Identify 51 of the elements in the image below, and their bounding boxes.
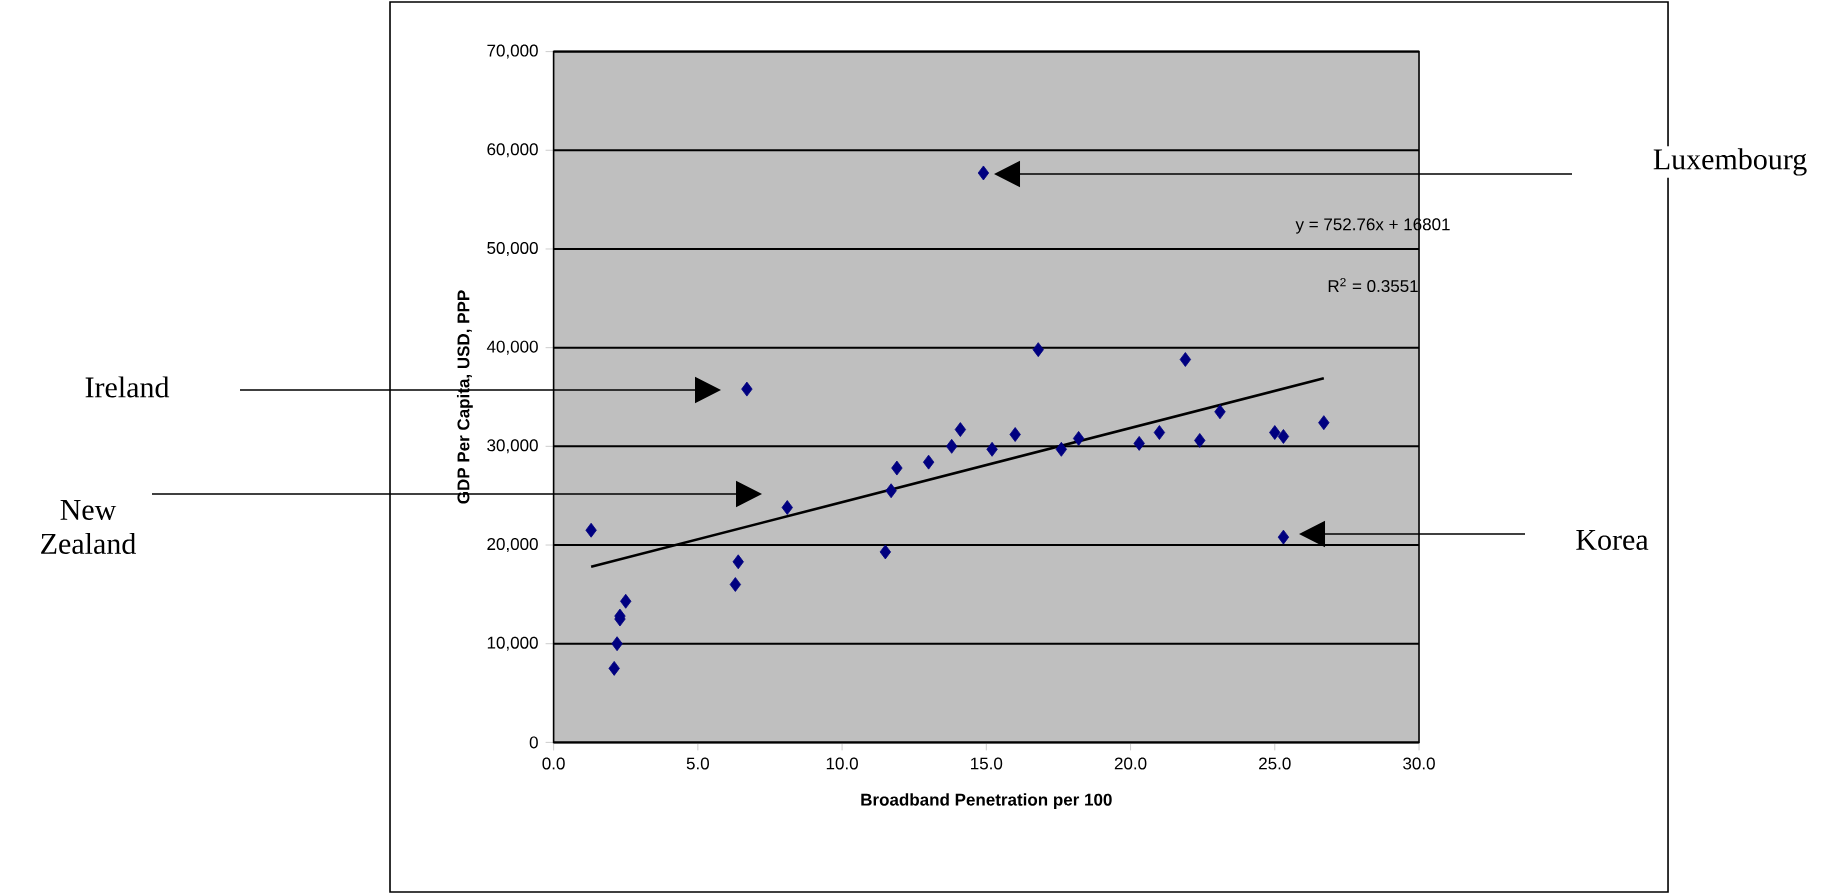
point <box>620 593 632 609</box>
x-tick-label: 10.0 <box>826 757 858 770</box>
point <box>741 381 753 397</box>
y-tick-label: 0 <box>529 736 538 749</box>
point <box>1032 342 1044 358</box>
point <box>1269 425 1281 440</box>
point <box>954 422 966 437</box>
point <box>1194 433 1206 448</box>
x-tick-label: 20.0 <box>1114 757 1147 770</box>
point <box>1072 431 1085 446</box>
point <box>946 438 958 454</box>
point <box>1277 529 1290 545</box>
x-tick-label: 30.0 <box>1403 757 1435 770</box>
point <box>922 454 935 470</box>
point <box>1318 415 1330 431</box>
point <box>1055 441 1067 457</box>
point <box>1133 435 1145 451</box>
annotation: R$^{2}$ = 0.3551 <box>1328 277 1418 293</box>
x-tick-label: 25.0 <box>1259 757 1291 770</box>
x-tick-label: 0.0 <box>542 757 565 770</box>
point <box>986 441 998 457</box>
text: Ireland <box>85 376 170 398</box>
point <box>1214 404 1226 420</box>
text: New Zealand <box>41 500 136 554</box>
point <box>891 460 903 476</box>
point <box>1153 425 1166 440</box>
point <box>608 660 620 676</box>
point <box>1009 427 1021 442</box>
point <box>585 522 597 538</box>
y-axis-title: GDP Per Capita, USD, PPP <box>456 290 473 504</box>
point <box>885 483 897 499</box>
point <box>781 500 793 515</box>
point <box>1277 429 1290 444</box>
x-tick-label: 5.0 <box>686 757 709 770</box>
y-tick-label: 30,000 <box>487 439 538 454</box>
point <box>611 636 623 652</box>
point <box>1179 352 1192 367</box>
x-axis-title: Broadband Penetration per 100 <box>861 793 1112 810</box>
y-tick-label: 10,000 <box>487 636 538 651</box>
y-tick-label: 50,000 <box>487 241 538 256</box>
x-tick-label: 15.0 <box>971 757 1003 770</box>
text: Korea <box>1576 530 1649 550</box>
y-tick-label: 20,000 <box>487 538 538 553</box>
y-tick-label: 60,000 <box>487 143 538 158</box>
point <box>977 165 990 181</box>
y-tick-label: 70,000 <box>487 44 538 59</box>
point <box>732 554 744 570</box>
point <box>729 577 741 592</box>
y-tick-label: 40,000 <box>486 340 538 355</box>
text: Luxembourg <box>1653 148 1807 176</box>
point <box>879 544 891 560</box>
